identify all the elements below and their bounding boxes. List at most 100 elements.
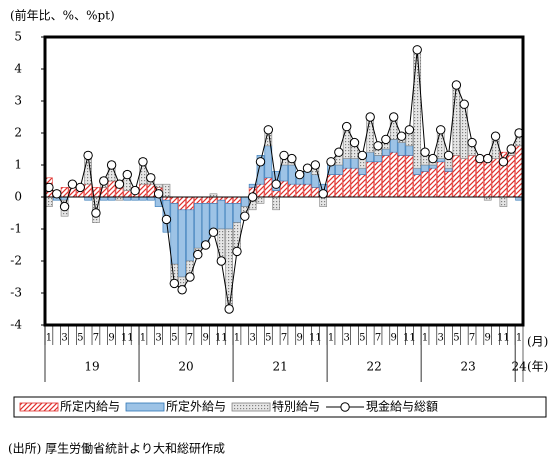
line-marker <box>146 173 156 183</box>
bar <box>429 164 437 169</box>
line-marker <box>255 157 266 167</box>
bar <box>311 174 320 188</box>
x-tick-label: 7 <box>93 333 99 344</box>
x-tick-label: 5 <box>359 333 365 344</box>
line-marker <box>153 189 164 199</box>
bar <box>217 228 226 262</box>
line-marker <box>381 134 391 145</box>
bar <box>421 164 429 172</box>
bar <box>193 203 202 249</box>
x-tick-label: 9 <box>202 333 208 344</box>
line-marker <box>75 182 85 193</box>
line-marker <box>420 147 430 157</box>
legend-swatch <box>340 402 350 412</box>
line-marker <box>334 147 344 157</box>
line-marker <box>443 150 454 161</box>
y-tick-label: 4 <box>14 62 22 76</box>
bar <box>436 158 445 163</box>
bar <box>272 196 280 211</box>
bar <box>233 203 241 223</box>
bar <box>288 164 296 185</box>
line-marker <box>224 304 234 314</box>
plot-frame <box>43 35 525 327</box>
bar <box>389 151 398 198</box>
bar <box>154 183 163 188</box>
legend-label: 所定外給与 <box>166 399 226 414</box>
line-marker <box>436 125 446 135</box>
bar <box>240 196 249 207</box>
bar <box>146 183 155 198</box>
line-marker <box>451 80 462 90</box>
bar <box>436 161 445 198</box>
line-marker <box>506 144 516 154</box>
bar <box>209 196 218 204</box>
x-tick-label: 5 <box>77 333 83 344</box>
legend-swatch <box>19 402 59 412</box>
bar <box>201 203 210 246</box>
x-tick-label: 5 <box>265 333 271 344</box>
bar <box>225 203 233 230</box>
line-marker <box>475 153 485 164</box>
line-marker <box>302 163 313 173</box>
x-tick-label: 9 <box>391 333 397 344</box>
x-unit-month: (月) <box>527 335 548 349</box>
line-marker <box>52 189 62 199</box>
x-tick-label: 11 <box>309 333 322 344</box>
bar <box>280 180 288 198</box>
bar <box>342 167 351 198</box>
line-marker <box>326 157 336 167</box>
bar <box>460 158 469 198</box>
bar <box>444 167 453 172</box>
bar <box>366 161 375 198</box>
x-tick-label: 3 <box>249 333 255 344</box>
bar <box>476 161 484 198</box>
x-tick-label: 7 <box>281 333 287 344</box>
x-tick-label: 1 <box>140 333 146 344</box>
y-tick-label: 5 <box>14 30 22 44</box>
line-marker <box>67 179 78 189</box>
bar <box>170 203 179 265</box>
bar <box>139 183 147 198</box>
bar <box>295 183 304 198</box>
x-tick-label: 7 <box>375 333 381 344</box>
bar <box>405 145 414 156</box>
bar <box>178 209 186 278</box>
bar <box>335 164 343 175</box>
x-tick-label: 3 <box>344 333 350 344</box>
bar <box>491 158 500 198</box>
x-tick-label: 3 <box>61 333 67 344</box>
line-marker <box>232 246 242 257</box>
x-tick-label: 11 <box>497 333 510 344</box>
year-label: 24 <box>511 360 527 374</box>
line-marker <box>200 240 211 250</box>
legend-box <box>13 396 547 418</box>
bar <box>264 177 273 198</box>
bar <box>421 171 429 198</box>
x-tick-label: 7 <box>187 333 193 344</box>
x-tick-label: 1 <box>328 333 334 344</box>
line-marker <box>161 214 172 225</box>
bar <box>358 167 367 175</box>
line-marker <box>396 131 407 141</box>
bar <box>162 183 171 198</box>
y-axis-label: (前年比、%、%pt) <box>10 8 115 23</box>
bar <box>429 167 437 198</box>
bar <box>507 155 516 198</box>
line-marker <box>310 160 321 170</box>
line-marker <box>122 169 132 180</box>
x-tick-label: 5 <box>171 333 177 344</box>
line-marker <box>177 285 187 295</box>
bar <box>405 155 414 198</box>
x-unit-year: (年) <box>527 360 548 374</box>
x-tick-label: 3 <box>155 333 161 344</box>
line-marker <box>389 112 399 122</box>
y-tick-label: -4 <box>10 318 22 332</box>
x-tick-label: 1 <box>516 333 522 344</box>
line-marker <box>138 157 148 167</box>
bar <box>280 164 288 182</box>
line-marker <box>467 137 477 148</box>
x-tick-label: 9 <box>108 333 114 344</box>
line-marker <box>185 272 195 282</box>
bar <box>389 139 398 153</box>
y-tick-label: 1 <box>14 158 22 172</box>
